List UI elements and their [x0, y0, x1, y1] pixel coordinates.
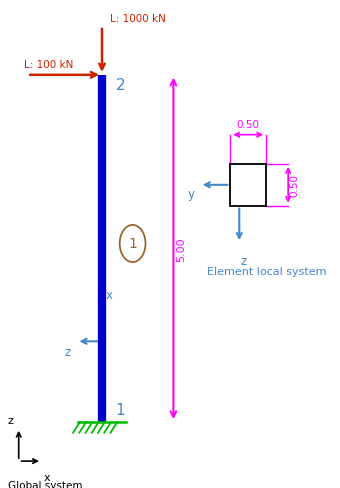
Text: x: x — [44, 472, 50, 482]
Text: Global system: Global system — [8, 480, 83, 488]
Text: z: z — [7, 416, 13, 426]
Text: 2: 2 — [116, 78, 125, 93]
Text: z: z — [65, 346, 71, 359]
Text: y: y — [188, 188, 195, 201]
Text: 5.00: 5.00 — [176, 237, 186, 261]
Text: z: z — [241, 254, 247, 267]
Text: 1: 1 — [128, 237, 137, 251]
Text: x: x — [106, 288, 113, 301]
Text: 1: 1 — [116, 403, 125, 417]
Bar — [231, 165, 266, 206]
Text: L: 1000 kN: L: 1000 kN — [110, 15, 166, 24]
Text: 0.50: 0.50 — [289, 174, 299, 197]
Text: L: 100 kN: L: 100 kN — [24, 61, 73, 70]
Text: 0.50: 0.50 — [237, 120, 260, 130]
Text: Element local system: Element local system — [207, 266, 327, 277]
